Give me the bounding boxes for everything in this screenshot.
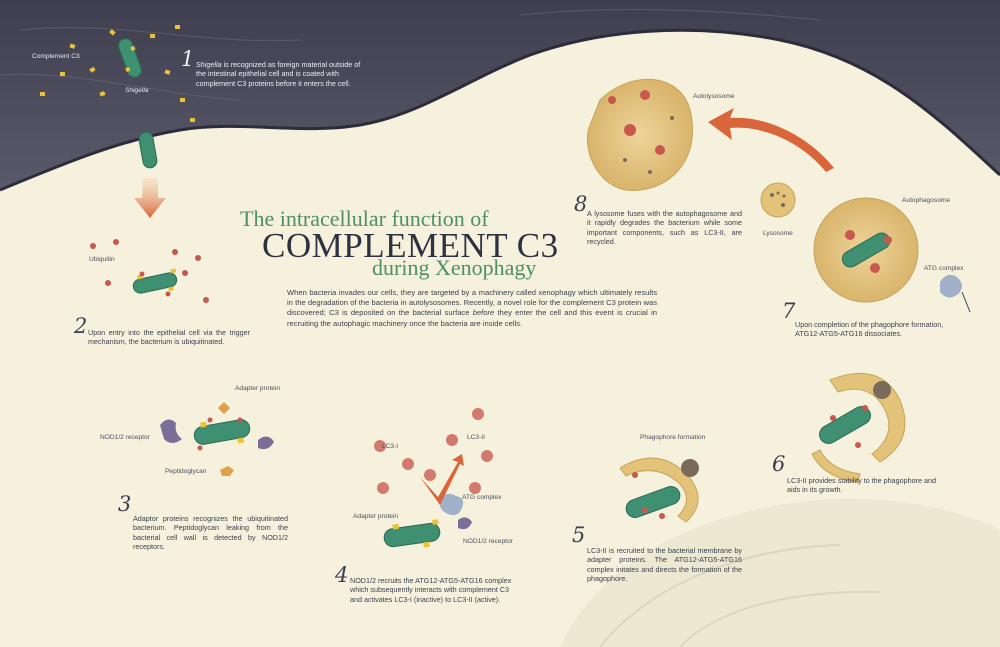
step-1-emphasis: Shigella bbox=[196, 60, 222, 69]
label-autolysosome: Autolysosome bbox=[693, 93, 735, 100]
autolysosome bbox=[586, 78, 694, 191]
step-6-text: LC3-II provides stability to the phagoph… bbox=[787, 476, 937, 495]
label-nod-receptor-4: NOD1/2 receptor bbox=[463, 538, 513, 545]
label-lc3-ii: LC3-II bbox=[467, 434, 485, 441]
label-peptidoglycan: Peptidoglycan bbox=[165, 468, 207, 475]
intro-part-1: When bacteria invades our cells, they ar… bbox=[287, 288, 657, 318]
label-adapter-protein-4: Adapter protein bbox=[353, 513, 399, 520]
atg-complex-7 bbox=[940, 274, 962, 298]
lc3-particles bbox=[374, 408, 493, 494]
shigella-bacterium bbox=[118, 38, 142, 78]
step-number-3: 3 bbox=[118, 492, 132, 516]
label-ubiquitin: Ubiquitin bbox=[89, 256, 115, 263]
entering-bacterium bbox=[138, 131, 158, 169]
step-number-7: 7 bbox=[782, 299, 796, 323]
activation-arrow bbox=[420, 454, 464, 505]
step-1-body: is recognized as foreign material outsid… bbox=[196, 60, 361, 88]
phagophore-step5 bbox=[619, 457, 699, 523]
step-number-6: 6 bbox=[772, 452, 786, 476]
label-atg-complex-7: ATG complex bbox=[924, 265, 964, 272]
label-adapter-protein: Adapter protein bbox=[235, 385, 281, 392]
title-line-2: COMPLEMENT C3 bbox=[262, 226, 559, 265]
intro-part-2: they enter the cell and this event is cr… bbox=[287, 308, 657, 328]
step-number-2: 2 bbox=[74, 314, 88, 338]
extracellular-region bbox=[0, 0, 1000, 190]
step-number-8: 8 bbox=[574, 192, 588, 216]
step-4-text: NOD1/2 recruits the ATG12-ATG5-ATG16 com… bbox=[350, 576, 512, 604]
entry-arrow bbox=[134, 178, 166, 218]
label-complement-c3: Complement C3 bbox=[32, 53, 80, 60]
nucleus-region bbox=[560, 499, 1000, 647]
label-atg-complex: ATG complex bbox=[462, 494, 502, 501]
label-lc3-i: LC3-I bbox=[382, 443, 399, 450]
lysosome bbox=[760, 182, 796, 218]
step-number-1: 1 bbox=[181, 47, 195, 71]
step-5-text: LC3-II is recruited to the bacterial mem… bbox=[587, 546, 742, 584]
step-number-5: 5 bbox=[572, 523, 586, 547]
step-3-text: Adaptor proteins recognizes the ubiquiti… bbox=[133, 514, 288, 552]
bacterium-step4 bbox=[383, 519, 441, 548]
intro-paragraph: When bacteria invades our cells, they ar… bbox=[287, 288, 657, 329]
step-number-4: 4 bbox=[335, 563, 349, 587]
label-lysosome: Lysosome bbox=[763, 230, 793, 237]
c3-particles bbox=[40, 25, 195, 122]
step-7-text: Upon completion of the phagophore format… bbox=[795, 320, 944, 339]
adapter-protein-shape bbox=[218, 402, 230, 414]
title-line-3: during Xenophagy bbox=[372, 255, 537, 280]
step-1-text: Shigella is recognized as foreign materi… bbox=[196, 60, 361, 88]
title-line-1: The intracellular function of bbox=[240, 206, 489, 231]
bacterium-step3 bbox=[193, 419, 251, 445]
ubiquitinated-bacterium bbox=[132, 268, 178, 294]
step-2-text: Upon entry into the epithelial cell via … bbox=[88, 328, 250, 347]
step-8-text: A lysosome fuses with the autophagosome … bbox=[587, 209, 742, 247]
atg-complex-shape bbox=[439, 493, 464, 516]
label-nod-receptor: NOD1/2 receptor bbox=[100, 434, 150, 441]
intro-emphasis: before bbox=[472, 308, 495, 318]
label-phagophore-formation: Phagophore formation bbox=[640, 434, 706, 441]
bacterium-step6 bbox=[819, 406, 871, 444]
bacterium-step5 bbox=[625, 486, 681, 518]
fusion-arrow bbox=[708, 108, 834, 172]
label-shigella: Shigella bbox=[125, 87, 149, 94]
membrane-edge bbox=[0, 28, 1000, 192]
label-autophagosome: Autophagosome bbox=[902, 197, 951, 204]
ubiquitin-particles bbox=[90, 239, 209, 303]
nod-receptor-shape bbox=[160, 419, 182, 443]
